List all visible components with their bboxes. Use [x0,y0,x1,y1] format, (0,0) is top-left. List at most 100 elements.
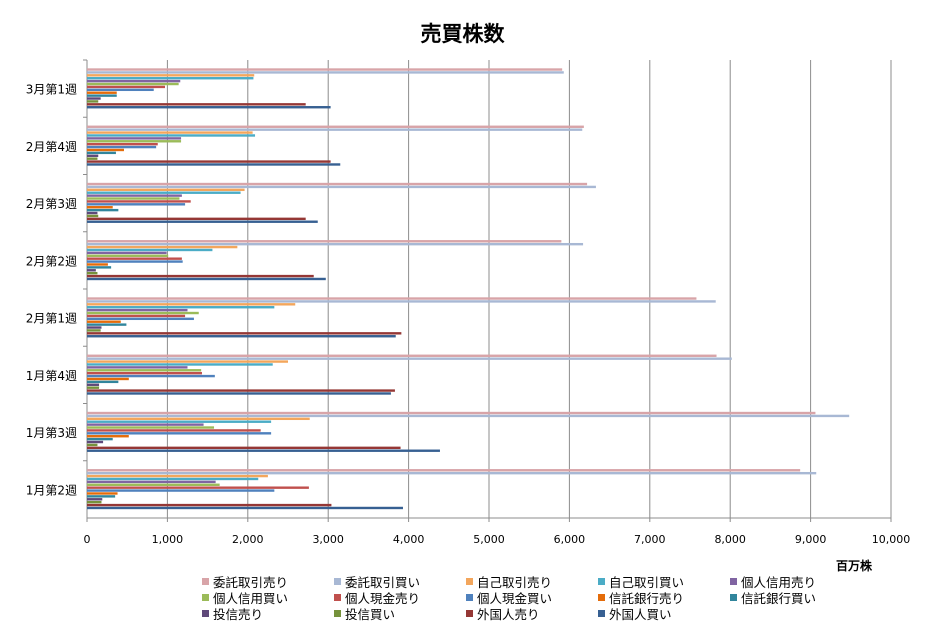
y-tick-label: 3月第1週 [26,83,77,97]
bar [87,443,98,447]
y-tick-label: 2月第2週 [26,254,77,268]
bar [87,131,253,134]
legend-swatch [334,610,341,617]
bar [87,142,158,146]
bar [87,251,167,255]
bar [87,471,817,475]
bar [87,154,99,157]
legend-label: 委託取引買い [345,575,421,590]
bar [87,182,588,186]
bar [87,311,199,315]
bar [87,440,104,444]
legend-swatch [598,578,605,585]
bar [87,477,259,481]
bar [87,360,288,363]
legend-item: 個人信用売り [730,572,816,591]
bar [87,308,188,312]
bar [87,317,194,321]
bar [87,240,562,243]
bar [87,480,216,484]
y-tick-label: 2月第3週 [26,197,77,211]
legend-swatch [202,594,209,601]
legend-label: 投信売り [213,607,264,622]
legend-label: 外国人売り [477,607,540,622]
legend-label: 個人信用買い [213,591,289,606]
legend-swatch [202,610,209,617]
bar [87,446,401,450]
bar [87,366,188,369]
legend-swatch [466,594,473,601]
bar [87,257,182,260]
y-tick-label: 1月第3週 [26,426,77,440]
bar [87,371,202,375]
chart-title: 売買株数 [420,22,505,46]
bar [87,506,403,510]
bar [87,100,99,103]
bar [87,369,202,372]
legend-item: 投信買い [334,604,395,623]
bar [87,151,116,155]
bar [87,435,129,438]
bar [87,357,732,360]
legend-item: 個人現金売り [334,588,420,607]
bar [87,274,314,278]
x-tick-label: 2,000 [232,533,264,546]
x-tick-label: 3,000 [312,533,344,546]
legend-label: 委託取引売り [213,575,289,590]
bar [87,326,102,329]
bar [87,411,816,415]
bar [87,420,272,423]
bar [87,157,98,160]
bar [87,254,169,257]
y-tick-label: 2月第1週 [26,312,77,326]
bar [87,380,119,384]
bar [87,82,179,86]
bar [87,245,238,249]
bar [87,386,100,389]
legend-item: 個人信用買い [202,588,288,607]
bar [87,208,119,212]
bar [87,486,309,489]
bar [87,335,396,338]
legend-item: 自己取引買い [598,572,684,591]
legend-label: 個人現金売り [345,591,421,606]
bar [87,423,204,426]
bar [87,163,341,166]
bar [87,414,850,418]
legend-swatch [466,610,473,617]
x-tick-label: 9,000 [795,533,827,546]
legend-label: 投信買い [345,607,396,622]
bar [87,503,332,507]
bar [87,128,583,131]
bar [87,242,584,246]
bar [87,492,118,495]
legend-item: 委託取引売り [202,572,288,591]
x-axis-unit-label: 百万株 [836,559,873,573]
legend-label: 個人現金買い [477,591,553,606]
bar [87,137,182,140]
bar [87,106,331,109]
bar [87,134,256,137]
x-tick-label: 1,000 [152,533,184,546]
x-tick-label: 5,000 [473,533,505,546]
legend-item: 個人現金買い [466,588,552,607]
bar [87,377,129,381]
x-tick-label: 7,000 [634,533,666,546]
bar [87,85,165,89]
bar [87,68,563,71]
bar [87,125,584,128]
bar [87,389,395,392]
legend-item: 信託銀行買い [730,588,816,607]
legend-label: 自己取引買い [609,575,685,590]
x-tick-label: 4,000 [393,533,425,546]
bar [87,432,272,435]
bar [87,271,98,275]
bar [87,140,182,143]
legend-label: 自己取引売り [477,575,553,590]
bar [87,260,183,263]
bar [87,303,296,306]
legend-label: 信託銀行売り [609,591,685,606]
legend-swatch [598,594,605,601]
